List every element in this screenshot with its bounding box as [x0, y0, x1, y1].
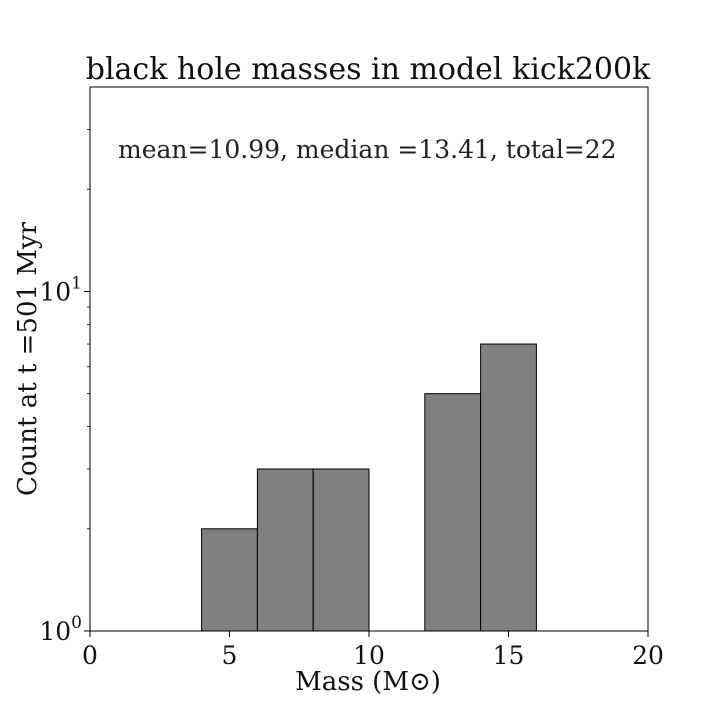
x-tick-label: 5: [222, 641, 238, 670]
histogram-bars: [201, 343, 537, 632]
y-axis-label: Count at t =501 Myr: [13, 221, 43, 496]
histogram-bar-1: [201, 528, 258, 632]
x-tick-label: 20: [632, 641, 664, 670]
histogram-bar-4: [424, 393, 482, 632]
x-tick-label: 10: [353, 641, 385, 670]
x-axis-ticks: 0 5 10 15 20: [82, 631, 664, 670]
y-tick-label: 100: [39, 613, 82, 646]
x-axis-label: Mass (M⊙): [295, 667, 441, 697]
x-tick-label: 15: [493, 641, 525, 670]
histogram-bar-3: [312, 468, 370, 632]
x-tick-label: 0: [82, 641, 98, 670]
histogram-bar-5: [480, 343, 537, 632]
histogram-bar-2: [256, 468, 314, 632]
stats-annotation: mean=10.99, median =13.41, total=22: [118, 135, 617, 164]
y-tick-label: 101: [39, 273, 82, 306]
chart-title: black hole masses in model kick200k: [86, 52, 651, 87]
y-axis-ticks: 100 101: [39, 129, 90, 646]
